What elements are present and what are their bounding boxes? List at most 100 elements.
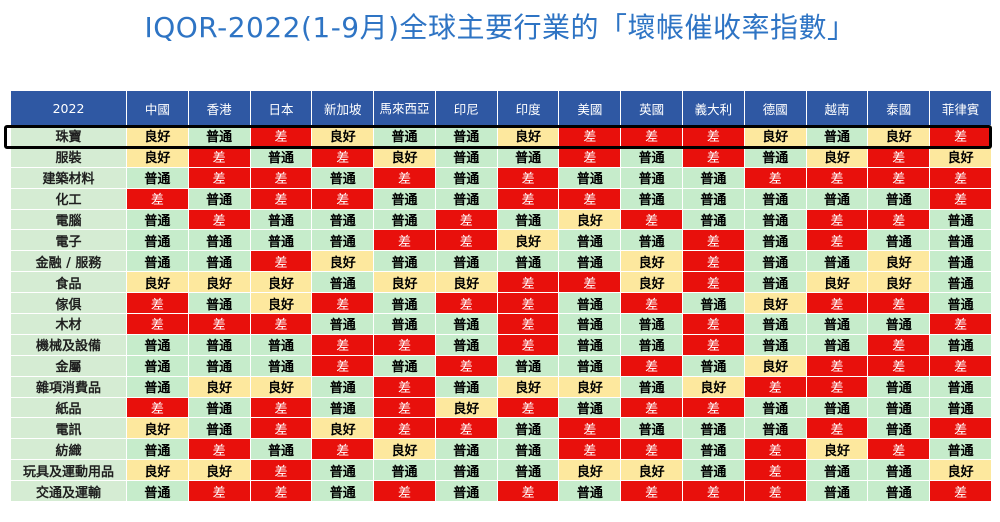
rating-cell: 普通 xyxy=(126,375,189,398)
rating-cell: 普通 xyxy=(929,271,992,294)
rating-cell: 差 xyxy=(496,292,560,315)
rating-cell: 差 xyxy=(496,271,560,294)
industry-label: 交通及運輸 xyxy=(10,480,127,503)
rating-cell: 良好 xyxy=(311,250,375,273)
rating-cell: 普通 xyxy=(620,313,684,335)
rating-cell: 差 xyxy=(929,166,992,189)
rating-cell: 差 xyxy=(620,125,684,147)
table-row: 傢俱差普通 良好差普通差差普通差普通 良好差差普通 xyxy=(10,292,992,315)
rating-cell: 普通 xyxy=(126,438,189,461)
rating-cell: 良好 xyxy=(249,292,313,315)
rating-cell: 差 xyxy=(682,396,745,419)
rating-cell: 普通 xyxy=(126,250,189,273)
header-country: 馬來西亞 xyxy=(373,90,436,126)
rating-cell: 差 xyxy=(187,145,251,168)
rating-cell: 普通 xyxy=(558,333,622,356)
table-row: 珠寶 良好 普通差良好 普通 普通 良好差差差良好 普通 良好差 xyxy=(10,125,992,147)
rating-cell: 良好 xyxy=(434,271,498,294)
rating-cell: 普通 xyxy=(187,333,251,356)
header-country: 泰國 xyxy=(867,90,931,126)
rating-cell: 普通 xyxy=(249,229,313,252)
table-row: 金屬 普通 普通 普通差普通差普通 普通差普通 良好差差差 xyxy=(10,354,992,377)
header-country: 義大利 xyxy=(682,90,745,126)
page-title: IQOR-2022(1-9月)全球主要行業的「壞帳催收率指數」 xyxy=(144,11,856,44)
table-row: 機械及設備 普通 普通 普通差差普通差普通 普通差普通 普通差普通 xyxy=(10,333,992,356)
rating-cell: 普通 xyxy=(249,333,313,356)
rating-cell: 良好 xyxy=(126,459,189,482)
rating-cell: 差 xyxy=(373,480,436,503)
rating-cell: 差 xyxy=(249,396,313,419)
rating-cell: 差 xyxy=(373,375,436,398)
rating-cell: 普通 xyxy=(929,208,992,231)
rating-cell: 良好 xyxy=(496,229,560,252)
rating-cell: 差 xyxy=(682,271,745,294)
rating-cell: 普通 xyxy=(558,229,622,252)
rating-cell: 普通 xyxy=(126,333,189,356)
rating-cell: 普通 xyxy=(126,480,189,503)
rating-cell: 普通 xyxy=(805,459,869,482)
rating-cell: 良好 xyxy=(743,354,807,377)
table-row: 木材差差差普通 普通 普通差普通 普通差普通 普通 普通差 xyxy=(10,313,992,335)
rating-cell: 普通 xyxy=(929,250,992,273)
rating-cell: 差 xyxy=(620,354,684,377)
rating-cell: 普通 xyxy=(805,187,869,210)
rating-cell: 差 xyxy=(867,354,931,377)
industry-label: 電訊 xyxy=(10,417,127,440)
rating-cell: 良好 xyxy=(805,438,869,461)
rating-cell: 普通 xyxy=(558,313,622,335)
rating-cell: 良好 xyxy=(187,375,251,398)
rating-cell: 差 xyxy=(867,166,931,189)
rating-cell: 普通 xyxy=(743,208,807,231)
rating-cell: 普通 xyxy=(805,480,869,503)
rating-cell: 良好 xyxy=(126,145,189,168)
rating-cell: 普通 xyxy=(558,480,622,503)
rating-cell: 普通 xyxy=(373,292,436,315)
rating-cell: 差 xyxy=(867,145,931,168)
rating-cell: 普通 xyxy=(496,208,560,231)
rating-cell: 普通 xyxy=(743,271,807,294)
rating-cell: 差 xyxy=(620,292,684,315)
rating-cell: 差 xyxy=(867,292,931,315)
rating-cell: 普通 xyxy=(496,145,560,168)
rating-cell: 普通 xyxy=(682,208,745,231)
industry-label: 雜項消費品 xyxy=(10,375,127,398)
table-row: 建築材料 普通差差普通差普通差普通 普通 普通差差差差 xyxy=(10,166,992,189)
header-country: 德國 xyxy=(743,90,807,126)
rating-cell: 普通 xyxy=(434,125,498,147)
rating-cell: 差 xyxy=(867,438,931,461)
rating-cell: 良好 xyxy=(373,438,436,461)
table-row: 雜項消費品 普通 良好 良好 普通差普通 良好 良好 普通 良好差差普通 普通 xyxy=(10,375,992,398)
rating-cell: 良好 xyxy=(867,271,931,294)
rating-cell: 差 xyxy=(249,480,313,503)
rating-cell: 差 xyxy=(187,313,251,335)
rating-cell: 差 xyxy=(867,333,931,356)
rating-cell: 普通 xyxy=(867,313,931,335)
rating-cell: 普通 xyxy=(682,166,745,189)
industry-label: 玩具及運動用品 xyxy=(10,459,127,482)
rating-cell: 普通 xyxy=(558,354,622,377)
rating-cell: 差 xyxy=(434,354,498,377)
rating-cell: 良好 xyxy=(126,417,189,440)
rating-cell: 普通 xyxy=(249,145,313,168)
rating-cell: 普通 xyxy=(187,354,251,377)
rating-cell: 差 xyxy=(311,187,375,210)
rating-cell: 差 xyxy=(805,354,869,377)
rating-cell: 差 xyxy=(558,145,622,168)
table-row: 紡織 普通差普通差良好 普通 普通差差普通差良好差普通 xyxy=(10,438,992,461)
table-row: 電腦 普通差普通 普通 普通差普通 良好差普通 普通差差普通 xyxy=(10,208,992,231)
rating-cell: 普通 xyxy=(558,250,622,273)
rating-cell: 普通 xyxy=(743,145,807,168)
header-country: 美國 xyxy=(558,90,622,126)
rating-cell: 普通 xyxy=(620,145,684,168)
rating-cell: 普通 xyxy=(311,313,375,335)
rating-cell: 普通 xyxy=(929,292,992,315)
rating-cell: 普通 xyxy=(311,396,375,419)
rating-cell: 普通 xyxy=(682,417,745,440)
rating-cell: 普通 xyxy=(929,333,992,356)
rating-cell: 差 xyxy=(682,145,745,168)
rating-cell: 良好 xyxy=(434,396,498,419)
bad-debt-index-table-wrapper: 2022 中國 香港 日本 新加坡 馬來西亞 印尼 印度 美國 英國 義大利 德國 越南 泰國 菲律賓 珠… xyxy=(10,90,992,503)
rating-cell: 差 xyxy=(311,438,375,461)
rating-cell: 普通 xyxy=(805,313,869,335)
rating-cell: 差 xyxy=(434,417,498,440)
